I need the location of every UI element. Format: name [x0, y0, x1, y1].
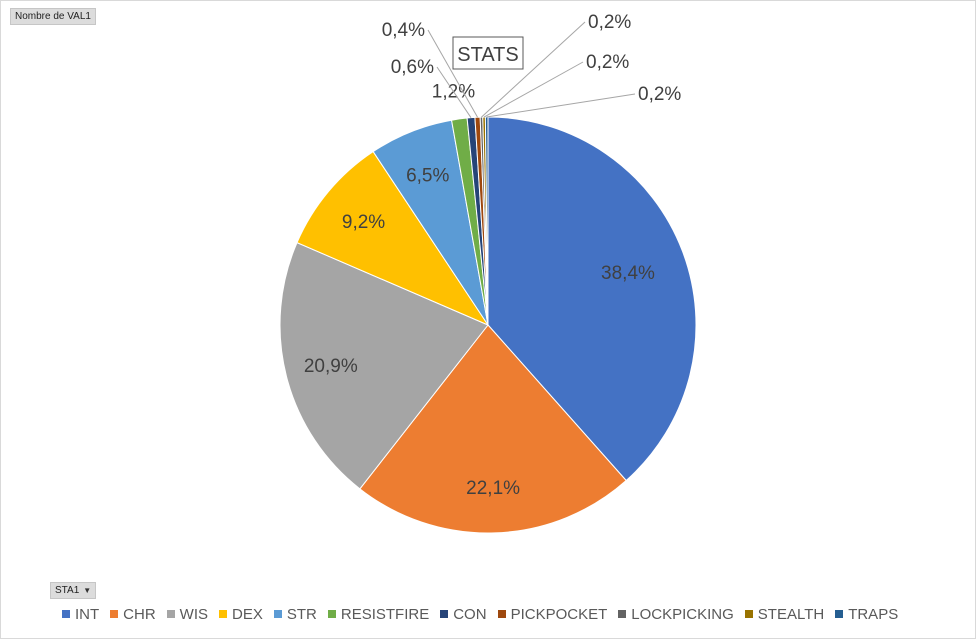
- legend-item-con[interactable]: CON: [440, 605, 487, 623]
- legend-swatch-pickpocket: [497, 610, 506, 618]
- legend-swatch-int: [62, 610, 70, 618]
- pie-slice-int[interactable]: [487, 116, 697, 482]
- leader-line-stealth: [483, 61, 584, 118]
- pie-slice-chr[interactable]: [359, 324, 627, 534]
- data-label-wis: 20,9%: [304, 356, 358, 377]
- leader-line-traps: [486, 93, 636, 118]
- legend-item-stealth[interactable]: STEALTH: [744, 605, 825, 623]
- pie-slice-wis[interactable]: [279, 241, 489, 490]
- pie-slice-dex[interactable]: [296, 150, 490, 327]
- leader-line-con: [436, 66, 472, 118]
- data-label-lockpicking: 0,2%: [588, 12, 631, 33]
- leader-line-pickpocket: [427, 29, 478, 118]
- pivot-row-field-label: STA1: [55, 585, 80, 596]
- legend-swatch-stealth: [744, 610, 753, 618]
- data-label-pickpocket: 0,4%: [382, 20, 425, 41]
- pivot-value-field-button[interactable]: Nombre de VAL1: [10, 8, 96, 25]
- data-label-traps: 0,2%: [638, 84, 681, 105]
- legend-item-traps[interactable]: TRAPS: [835, 606, 898, 623]
- legend-label-traps: TRAPS: [848, 605, 899, 623]
- legend-label-stealth: STEALTH: [757, 605, 825, 623]
- data-label-stealth: 0,2%: [586, 52, 629, 73]
- legend-label-con: CON: [453, 605, 487, 623]
- legend-label-str: STR: [286, 605, 317, 623]
- legend-item-lockpicking[interactable]: LOCKPICKING: [618, 606, 734, 623]
- legend-label-resistfire: RESISTFIRE: [340, 605, 430, 623]
- legend-label-pickpocket: PICKPOCKET: [510, 605, 608, 623]
- data-label-str: 6,5%: [406, 165, 449, 186]
- legend-label-dex: DEX: [232, 605, 263, 623]
- legend-item-wis[interactable]: WIS: [166, 605, 209, 623]
- legend-item-str[interactable]: STR: [273, 605, 317, 623]
- legend-swatch-dex: [219, 610, 228, 618]
- chart-title-box: [452, 36, 524, 70]
- legend-swatch-chr: [110, 610, 119, 618]
- data-label-dex: 9,2%: [342, 212, 385, 233]
- legend-item-pickpocket[interactable]: PICKPOCKET: [497, 605, 608, 623]
- legend-item-chr[interactable]: CHR: [110, 606, 156, 623]
- data-label-con: 0,6%: [391, 57, 434, 78]
- legend-swatch-traps: [835, 610, 844, 618]
- legend-swatch-str: [273, 610, 282, 618]
- legend-swatch-wis: [166, 610, 175, 618]
- legend-swatch-con: [440, 610, 449, 618]
- legend-item-int[interactable]: INT: [62, 606, 99, 623]
- legend-label-lockpicking: LOCKPICKING: [631, 605, 734, 623]
- data-label-int: 38,4%: [601, 263, 655, 284]
- legend-item-resistfire[interactable]: RESISTFIRE: [327, 605, 430, 623]
- chart-title: STATS: [457, 44, 518, 66]
- legend-label-int: INT: [75, 605, 100, 623]
- pivot-row-field-button[interactable]: STA1 ▼: [50, 582, 97, 599]
- pivot-value-field-label: Nombre de VAL1: [15, 11, 91, 22]
- legend-label-wis: WIS: [179, 605, 209, 623]
- legend-item-dex[interactable]: DEX: [219, 606, 263, 623]
- data-label-chr: 22,1%: [466, 478, 520, 499]
- chart-legend: INT CHR WIS DEX STR RESISTFIRE CON PICKPOCKET LO…: [62, 604, 909, 624]
- legend-swatch-resistfire: [327, 610, 336, 618]
- dropdown-arrow-icon[interactable]: ▼: [83, 586, 92, 595]
- legend-label-chr: CHR: [123, 605, 156, 623]
- leader-line-lockpicking: [481, 21, 586, 118]
- legend-swatch-lockpicking: [618, 610, 627, 618]
